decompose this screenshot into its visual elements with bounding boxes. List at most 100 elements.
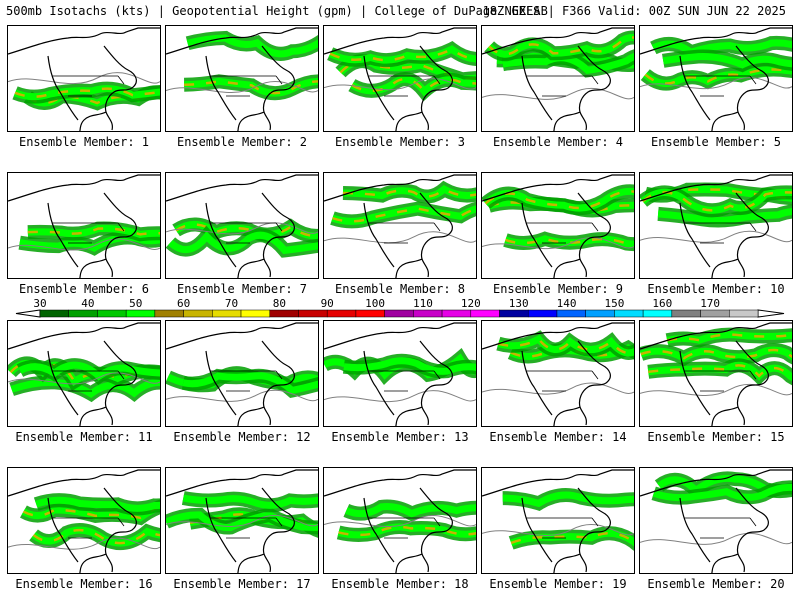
jet-stream-core xyxy=(182,372,318,395)
colorbar-tick-label: 110 xyxy=(413,297,433,310)
wind-speed-colorbar: 30 40 50 60 70 80 90 100 110 120 130 140 150 160 170 xyxy=(15,297,785,318)
coastline xyxy=(166,469,318,573)
height-contour xyxy=(8,372,160,385)
jet-stream-core xyxy=(182,494,318,509)
colorbar-tick-label: 50 xyxy=(129,297,142,310)
height-contour xyxy=(166,222,318,235)
colorbar-swatch xyxy=(470,309,500,318)
colorbar-swatch xyxy=(499,309,529,318)
colorbar-tick-label: 30 xyxy=(33,297,46,310)
colorbar-swatch xyxy=(384,309,414,318)
ensemble-member-label: Ensemble Member: 1 xyxy=(18,135,150,149)
jet-stream-max xyxy=(22,505,160,520)
jet-stream-max xyxy=(342,187,476,198)
height-contour xyxy=(640,230,792,243)
coastline xyxy=(640,27,792,131)
ensemble-member-map xyxy=(323,467,477,574)
jet-stream-core xyxy=(10,378,160,398)
colorbar-swatch xyxy=(700,309,730,318)
height-contour xyxy=(482,382,634,395)
political-border xyxy=(210,370,283,392)
jet-stream-max xyxy=(332,207,476,223)
height-contour xyxy=(8,537,160,550)
jet-stream-max xyxy=(648,364,792,379)
political-border xyxy=(684,75,757,97)
jet-stream-max xyxy=(329,47,476,62)
coastline xyxy=(8,174,160,278)
colorbar-tick-label: 170 xyxy=(700,297,720,310)
jet-stream-max xyxy=(644,68,792,85)
colorbar-low-arrow xyxy=(15,309,41,318)
jet-stream-max xyxy=(175,223,318,238)
colorbar-swatch xyxy=(556,309,586,318)
ensemble-member-label: Ensemble Member: 13 xyxy=(331,430,469,444)
colorbar-tick-label: 60 xyxy=(177,297,190,310)
ensemble-member-map xyxy=(7,25,161,132)
ensemble-member-label: Ensemble Member: 17 xyxy=(173,577,311,591)
height-contour xyxy=(166,389,318,402)
political-border xyxy=(526,370,599,392)
jet-stream-core xyxy=(651,39,792,57)
political-border xyxy=(52,517,125,539)
colorbar-swatch xyxy=(585,309,615,318)
colorbar-tick-label: 90 xyxy=(321,297,334,310)
height-contour xyxy=(324,78,476,91)
ensemble-member-label: Ensemble Member: 16 xyxy=(15,577,153,591)
political-border xyxy=(368,370,441,392)
colorbar-tick-label: 120 xyxy=(461,297,481,310)
colorbar-swatch xyxy=(671,309,701,318)
colorbar-swatch xyxy=(355,309,385,318)
jet-stream-max xyxy=(27,227,160,236)
jet-stream-max xyxy=(497,337,634,355)
coastline xyxy=(166,322,318,426)
jet-stream-max xyxy=(641,191,792,212)
ensemble-member-map xyxy=(7,467,161,574)
political-border xyxy=(368,222,441,244)
jet-stream-core xyxy=(168,231,318,255)
ensemble-member-map xyxy=(323,25,477,132)
colorbar-high-arrow xyxy=(757,309,785,318)
jet-stream-max xyxy=(27,91,160,105)
height-contour xyxy=(324,515,476,528)
ensemble-member-map xyxy=(639,467,793,574)
height-contour xyxy=(166,514,318,527)
political-border xyxy=(368,75,441,97)
coastline xyxy=(482,174,634,278)
jet-stream-max xyxy=(666,333,792,342)
jet-stream-core xyxy=(344,503,476,518)
colorbar-tick-label: 70 xyxy=(225,297,238,310)
colorbar-swatch xyxy=(68,309,98,318)
ensemble-member-label: Ensemble Member: 19 xyxy=(489,577,627,591)
colorbar-swatch xyxy=(729,309,759,318)
political-border xyxy=(210,75,283,97)
colorbar-swatch xyxy=(642,309,673,318)
chart-title: 500mb Isotachs (kts) | Geopotential Heig… xyxy=(6,4,548,18)
ensemble-member-label: Ensemble Member: 14 xyxy=(489,430,627,444)
height-contour xyxy=(324,390,476,403)
colorbar-swatch xyxy=(413,309,443,318)
jet-stream-max xyxy=(505,237,634,246)
colorbar-swatch xyxy=(125,309,156,318)
height-contour xyxy=(640,77,792,90)
jet-stream-max xyxy=(338,525,476,537)
ensemble-member-label: Ensemble Member: 6 xyxy=(18,282,150,296)
colorbar-swatch xyxy=(97,309,127,318)
ensemble-member-map xyxy=(7,172,161,279)
political-border xyxy=(684,370,757,392)
height-contour xyxy=(482,524,634,536)
colorbar-tick-label: 80 xyxy=(273,297,286,310)
jet-stream-core xyxy=(502,491,634,508)
colorbar-tick-label: 140 xyxy=(557,297,577,310)
ensemble-member-label: Ensemble Member: 10 xyxy=(647,282,785,296)
coastline xyxy=(482,322,634,426)
ensemble-member-label: Ensemble Member: 5 xyxy=(650,135,782,149)
jet-stream-core xyxy=(657,208,792,224)
coastline xyxy=(640,322,792,426)
ensemble-member-map xyxy=(323,320,477,427)
ensemble-member-label: Ensemble Member: 8 xyxy=(334,282,466,296)
ensemble-member-label: Ensemble Member: 11 xyxy=(15,430,153,444)
ensemble-member-map xyxy=(481,25,635,132)
height-contour xyxy=(8,238,160,251)
height-contour xyxy=(482,237,634,250)
colorbar-tick-label: 150 xyxy=(604,297,624,310)
